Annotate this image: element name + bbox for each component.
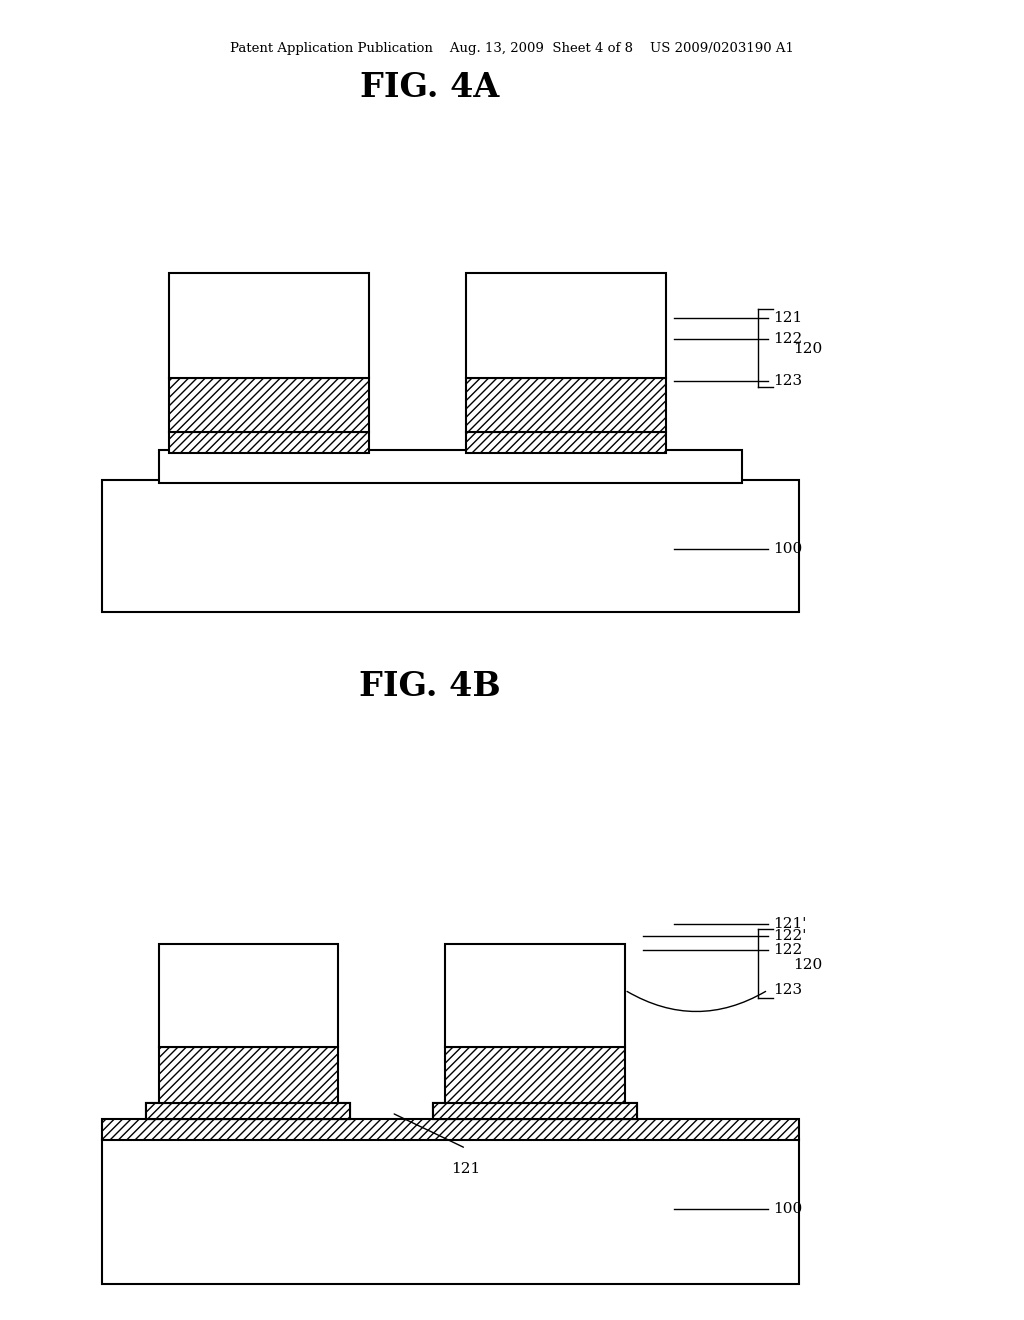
Text: 120: 120 (794, 342, 823, 356)
Bar (159, 450, 742, 483)
Bar (102, 1138, 799, 1283)
Bar (159, 1047, 338, 1104)
Bar (159, 945, 338, 1047)
Text: 122': 122' (773, 929, 807, 942)
Text: 123: 123 (773, 983, 802, 997)
Text: 121: 121 (452, 1162, 480, 1176)
Text: 122: 122 (773, 944, 803, 957)
Bar (445, 945, 625, 1047)
Bar (466, 273, 666, 378)
Bar (433, 1102, 637, 1119)
Text: 100: 100 (773, 1203, 803, 1216)
Bar (102, 479, 799, 612)
Text: FIG. 4B: FIG. 4B (359, 671, 501, 702)
Text: Patent Application Publication    Aug. 13, 2009  Sheet 4 of 8    US 2009/0203190: Patent Application Publication Aug. 13, … (230, 42, 794, 55)
Bar (433, 1104, 637, 1119)
Bar (146, 1104, 350, 1119)
Bar (146, 1102, 350, 1119)
Text: 121': 121' (773, 917, 807, 931)
Bar (169, 378, 369, 432)
Text: 100: 100 (773, 543, 803, 556)
Bar (169, 432, 369, 453)
Text: FIG. 4A: FIG. 4A (360, 71, 500, 104)
Bar (466, 432, 666, 453)
Bar (169, 273, 369, 378)
Bar (445, 1047, 625, 1104)
Text: 122: 122 (773, 331, 803, 346)
Bar (102, 1119, 799, 1140)
Text: 123: 123 (773, 374, 802, 388)
Text: 120: 120 (794, 958, 823, 972)
Text: 121: 121 (773, 310, 803, 325)
Bar (466, 378, 666, 432)
